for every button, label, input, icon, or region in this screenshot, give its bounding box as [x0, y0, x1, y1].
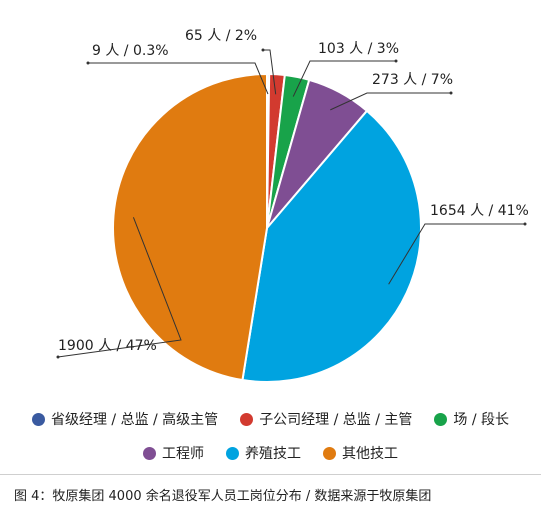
legend-label-6: 其他技工 — [342, 446, 398, 462]
data-label-6: 1900 人 / 47% — [58, 338, 157, 354]
legend-item-5: 养殖技工 — [226, 443, 301, 463]
leader-end-4 — [449, 91, 453, 95]
legend-item-2: 子公司经理 / 总监 / 主管 — [240, 409, 412, 429]
leader-line-1 — [88, 62, 269, 95]
leader-end-3 — [394, 59, 398, 63]
leader-end-5 — [523, 222, 527, 226]
leader-end-6 — [56, 355, 60, 359]
leader-end-1 — [86, 61, 90, 65]
leader-end-2 — [261, 48, 265, 52]
legend-row-1: 省级经理 / 总监 / 高级主管 子公司经理 / 总监 / 主管 场 / 段长 — [0, 409, 541, 429]
legend-label-3: 场 / 段长 — [453, 412, 510, 428]
legend-swatch-6 — [323, 446, 336, 460]
data-label-2: 65 人 / 2% — [185, 28, 257, 44]
legend-item-3: 场 / 段长 — [434, 409, 509, 429]
legend-swatch-1 — [31, 412, 45, 426]
leader-line-4 — [330, 92, 451, 111]
legend-swatch-3 — [434, 412, 448, 426]
legend-label-4: 工程师 — [162, 446, 204, 462]
legend-item-6: 其他技工 — [323, 443, 398, 463]
legend-row-2: 工程师 养殖技工 其他技工 — [0, 443, 541, 463]
data-label-5: 1654 人 / 41% — [430, 203, 529, 219]
figure-caption: 图 4：牧原集团 4000 余名退役军人员工岗位分布 / 数据来源于牧原集团 — [14, 489, 432, 504]
pie-slice-5 — [241, 109, 422, 383]
pie-chart: 9 人 / 0.3% 65 人 / 2% 103 人 / 3% 273 人 / 7% 1… — [56, 28, 529, 383]
pie-slices — [112, 72, 422, 383]
leader-line-6 — [57, 217, 182, 358]
leader-lines — [56, 48, 527, 359]
data-labels: 9 人 / 0.3% 65 人 / 2% 103 人 / 3% 273 人 / 7% 1… — [58, 28, 529, 354]
legend-label-5: 养殖技工 — [245, 446, 301, 462]
data-label-3: 103 人 / 3% — [318, 41, 399, 57]
legend-swatch-4 — [143, 446, 156, 460]
leader-line-2 — [263, 49, 277, 95]
legend-item-4: 工程师 — [143, 443, 204, 463]
legend-label-1: 省级经理 / 总监 / 高级主管 — [50, 412, 219, 428]
leader-line-3 — [292, 60, 396, 97]
data-label-4: 273 人 / 7% — [372, 72, 453, 88]
legend-label-2: 子公司经理 / 总监 / 主管 — [259, 412, 413, 428]
caption-divider — [0, 474, 541, 475]
leader-line-5 — [388, 223, 525, 285]
legend-item-1: 省级经理 / 总监 / 高级主管 — [31, 409, 219, 429]
pie-slice-6 — [112, 72, 268, 382]
legend-swatch-5 — [226, 446, 239, 460]
legend-swatch-2 — [240, 412, 254, 426]
data-label-1: 9 人 / 0.3% — [92, 43, 169, 59]
